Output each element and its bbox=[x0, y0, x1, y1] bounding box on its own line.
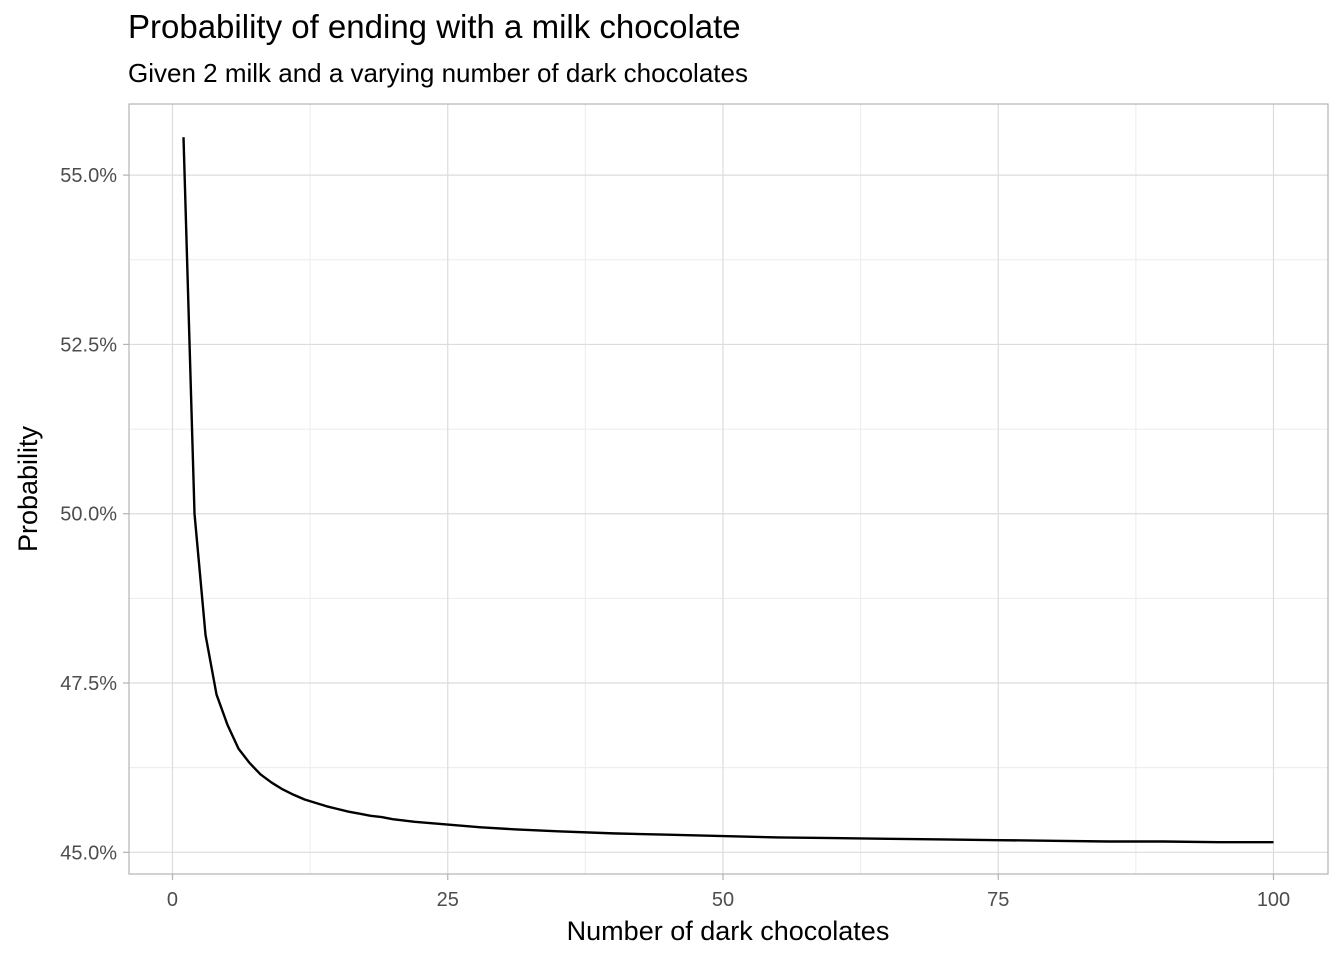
probability-line bbox=[182, 137, 1274, 844]
x-tick-label: 25 bbox=[437, 889, 459, 911]
minor-gridlines bbox=[129, 104, 1328, 874]
chart-title: Probability of ending with a milk chocol… bbox=[128, 8, 741, 45]
y-tick-label: 50.0% bbox=[60, 504, 117, 526]
plot-border bbox=[128, 103, 1329, 875]
y-axis-title: Probability bbox=[13, 425, 43, 552]
y-tick-label: 52.5% bbox=[60, 334, 117, 356]
y-tick-label: 55.0% bbox=[60, 165, 117, 187]
x-axis-title: Number of dark chocolates bbox=[567, 916, 890, 946]
x-axis-ticks: 0 25 50 75 100 bbox=[167, 874, 1290, 911]
y-tick-label: 47.5% bbox=[60, 673, 117, 695]
chart-subtitle: Given 2 milk and a varying number of dar… bbox=[128, 58, 748, 88]
plot-panel bbox=[129, 104, 1328, 874]
y-axis-ticks: 45.0% 47.5% 50.0% 52.5% 55.0% bbox=[60, 165, 129, 864]
major-gridlines bbox=[129, 104, 1328, 874]
x-tick-label: 50 bbox=[712, 889, 734, 911]
y-tick-label: 45.0% bbox=[60, 842, 117, 864]
x-tick-label: 0 bbox=[167, 889, 178, 911]
x-tick-label: 100 bbox=[1257, 889, 1290, 911]
x-tick-label: 75 bbox=[987, 889, 1009, 911]
